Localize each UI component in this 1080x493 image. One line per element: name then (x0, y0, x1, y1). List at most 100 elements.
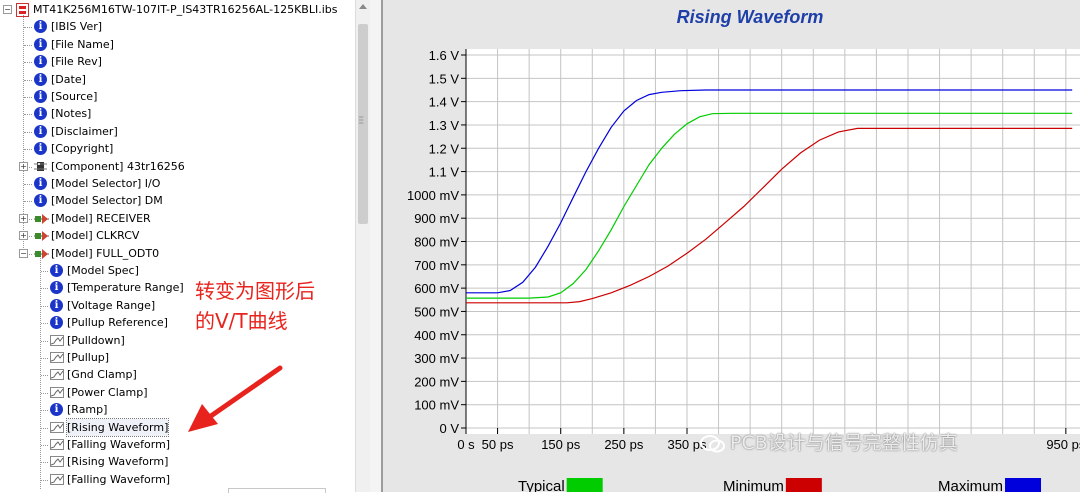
tree-item[interactable]: i [Ramp] (0, 401, 355, 418)
y-tick-label: 1.5 V (429, 71, 460, 86)
splitter-divider (381, 0, 383, 492)
series-line-typical (466, 112, 1073, 299)
info-icon: i (50, 403, 63, 417)
y-tick-label: 800 mV (414, 235, 459, 250)
tree-item[interactable]: [Falling Waveform] (0, 471, 355, 488)
expand-icon[interactable]: + (19, 231, 28, 241)
y-tick-label: 700 mV (414, 258, 459, 273)
tree-branch-line (24, 166, 32, 168)
watermark-text: PCB设计与信号完整性仿真 (730, 432, 958, 454)
y-tick-label: 400 mV (414, 328, 459, 343)
tree-item-label: [Falling Waveform] (67, 438, 171, 451)
y-tick-label: 1.6 V (429, 48, 460, 63)
y-tick-label: 0 V (439, 421, 459, 436)
tree-branch-line (41, 271, 48, 272)
tree-item[interactable]: [Power Clamp] (0, 384, 355, 401)
tree-branch-line (41, 340, 48, 342)
scroll-up-arrow-icon[interactable] (359, 4, 367, 9)
tree-item-label: [Model Selector] I/O (51, 177, 161, 190)
annotation-arrow (188, 365, 283, 432)
chart-title: Rising Waveform (677, 7, 824, 27)
tree-item[interactable]: + [Model] RECEIVER (0, 210, 355, 227)
tree-item[interactable]: i [Source] (0, 88, 355, 105)
panel-splitter[interactable] (370, 0, 382, 492)
series-line-maximum (466, 89, 1073, 294)
chip-icon (34, 160, 47, 173)
tree-item[interactable]: i [Notes] (0, 105, 355, 122)
tree-item-label: [Model] RECEIVER (51, 211, 151, 225)
plot-area: 0 V 100 mV 200 mV 300 mV 400 mV 500 mV 600 mV 7… (383, 48, 1080, 492)
tree-branch-line (24, 201, 32, 203)
tree-item[interactable]: i [Temperature Range] (0, 279, 355, 296)
x-tick-label: 50 ps (482, 437, 514, 452)
info-icon: i (50, 298, 63, 312)
x-tick-label: 350 ps (667, 437, 707, 452)
waveform-chart-panel: Rising Waveform 0 V 100 mV 200 mV 300 mV 400… (383, 0, 1080, 492)
y-tick-label: 1000 mV (407, 188, 459, 203)
tree-item[interactable]: + [Component] 43tr16256 (0, 158, 355, 175)
tree-item[interactable]: i [File Name] (0, 36, 355, 53)
x-tick-label: 0 s (457, 437, 475, 452)
model-icon (34, 247, 49, 260)
scrollbar-thumb[interactable] (358, 24, 368, 224)
waveform-chart: Rising Waveform 0 V 100 mV 200 mV 300 mV 400… (383, 0, 1080, 492)
tree-root-file[interactable]: − MT41K256M16TW-107IT-P_IS43TR16256AL-125… (0, 1, 355, 18)
tree-item-label: [Copyright] (51, 142, 114, 156)
tree-item-label: [Notes] (51, 107, 92, 121)
tree-item-label: [Rising Waveform] (65, 417, 170, 437)
y-tick-label: 100 mV (414, 398, 459, 413)
tree-branch-line (41, 410, 48, 412)
tree-branch-line (41, 358, 48, 359)
tree-item-label: [Rising Waveform] (67, 455, 169, 469)
info-icon: i (34, 124, 47, 138)
tree-item-label: [Ramp] (67, 403, 108, 417)
y-tick-label: 1.1 V (429, 165, 460, 180)
tree-branch-line (24, 62, 32, 64)
tree-vertical-scrollbar[interactable]: ═ ═ ═ (355, 0, 370, 492)
tree-branch-line (24, 149, 32, 151)
model-icon (34, 229, 49, 242)
tree-branch-line (41, 445, 48, 446)
tree-item[interactable]: i [Disclaimer] (0, 123, 355, 140)
legend-label-typical: Typical (518, 478, 565, 492)
tree-item[interactable]: [Rising Waveform] (0, 417, 355, 437)
tree-item[interactable]: i [Voltage Range] (0, 297, 355, 314)
tree-item-label: [Disclaimer] (51, 124, 118, 138)
tree-branch-line (41, 462, 48, 464)
y-tick-label: 1.4 V (429, 95, 460, 110)
tree-item[interactable]: − [Model] FULL_ODT0 (0, 245, 355, 262)
tree-item[interactable]: [Gnd Clamp] (0, 366, 355, 383)
tree-item-label: [Source] (51, 90, 98, 103)
tree-branch-line (24, 79, 32, 81)
tree-guide-line (23, 15, 24, 254)
curve-icon (50, 386, 64, 399)
tree-item[interactable]: [Pullup] (0, 349, 355, 366)
tree-branch-line (41, 288, 48, 290)
collapse-icon[interactable]: − (3, 5, 12, 14)
tree-item[interactable]: i [Date] (0, 71, 355, 88)
tree-item[interactable]: [Rising Waveform] (0, 453, 355, 470)
tree-item[interactable]: i [Model Selector] DM (0, 192, 355, 209)
tree-item[interactable]: + [Model] CLKRCV (0, 227, 355, 244)
horizontal-scrollbar-stub[interactable] (228, 488, 326, 493)
expand-icon[interactable]: + (19, 213, 28, 223)
tree-branch-line (41, 427, 48, 429)
tree-item[interactable]: i [Model Spec] (0, 262, 355, 279)
annotation-arrow-shaft (205, 365, 283, 421)
tree-item[interactable]: i [File Rev] (0, 53, 355, 70)
tree-item[interactable]: i [Copyright] (0, 140, 355, 157)
info-icon: i (50, 316, 63, 330)
tree-item[interactable]: i [Pullup Reference] (0, 314, 355, 331)
tree-item[interactable]: i [Model Selector] I/O (0, 175, 355, 192)
collapse-icon[interactable]: − (19, 248, 28, 258)
tree-item[interactable]: [Falling Waveform] (0, 436, 355, 453)
tree-branch-line (24, 184, 32, 185)
tree-item-label: [Power Clamp] (67, 385, 148, 399)
tree-item[interactable]: [Pulldown] (0, 332, 355, 349)
legend-swatch-minimum (785, 478, 822, 492)
y-tick-label: 300 mV (414, 351, 459, 366)
expand-icon[interactable]: + (19, 161, 28, 171)
y-tick-label: 600 mV (414, 281, 459, 296)
tree-item-label: [Model] FULL_ODT0 (51, 246, 160, 260)
tree-item[interactable]: i [IBIS Ver] (0, 18, 355, 35)
